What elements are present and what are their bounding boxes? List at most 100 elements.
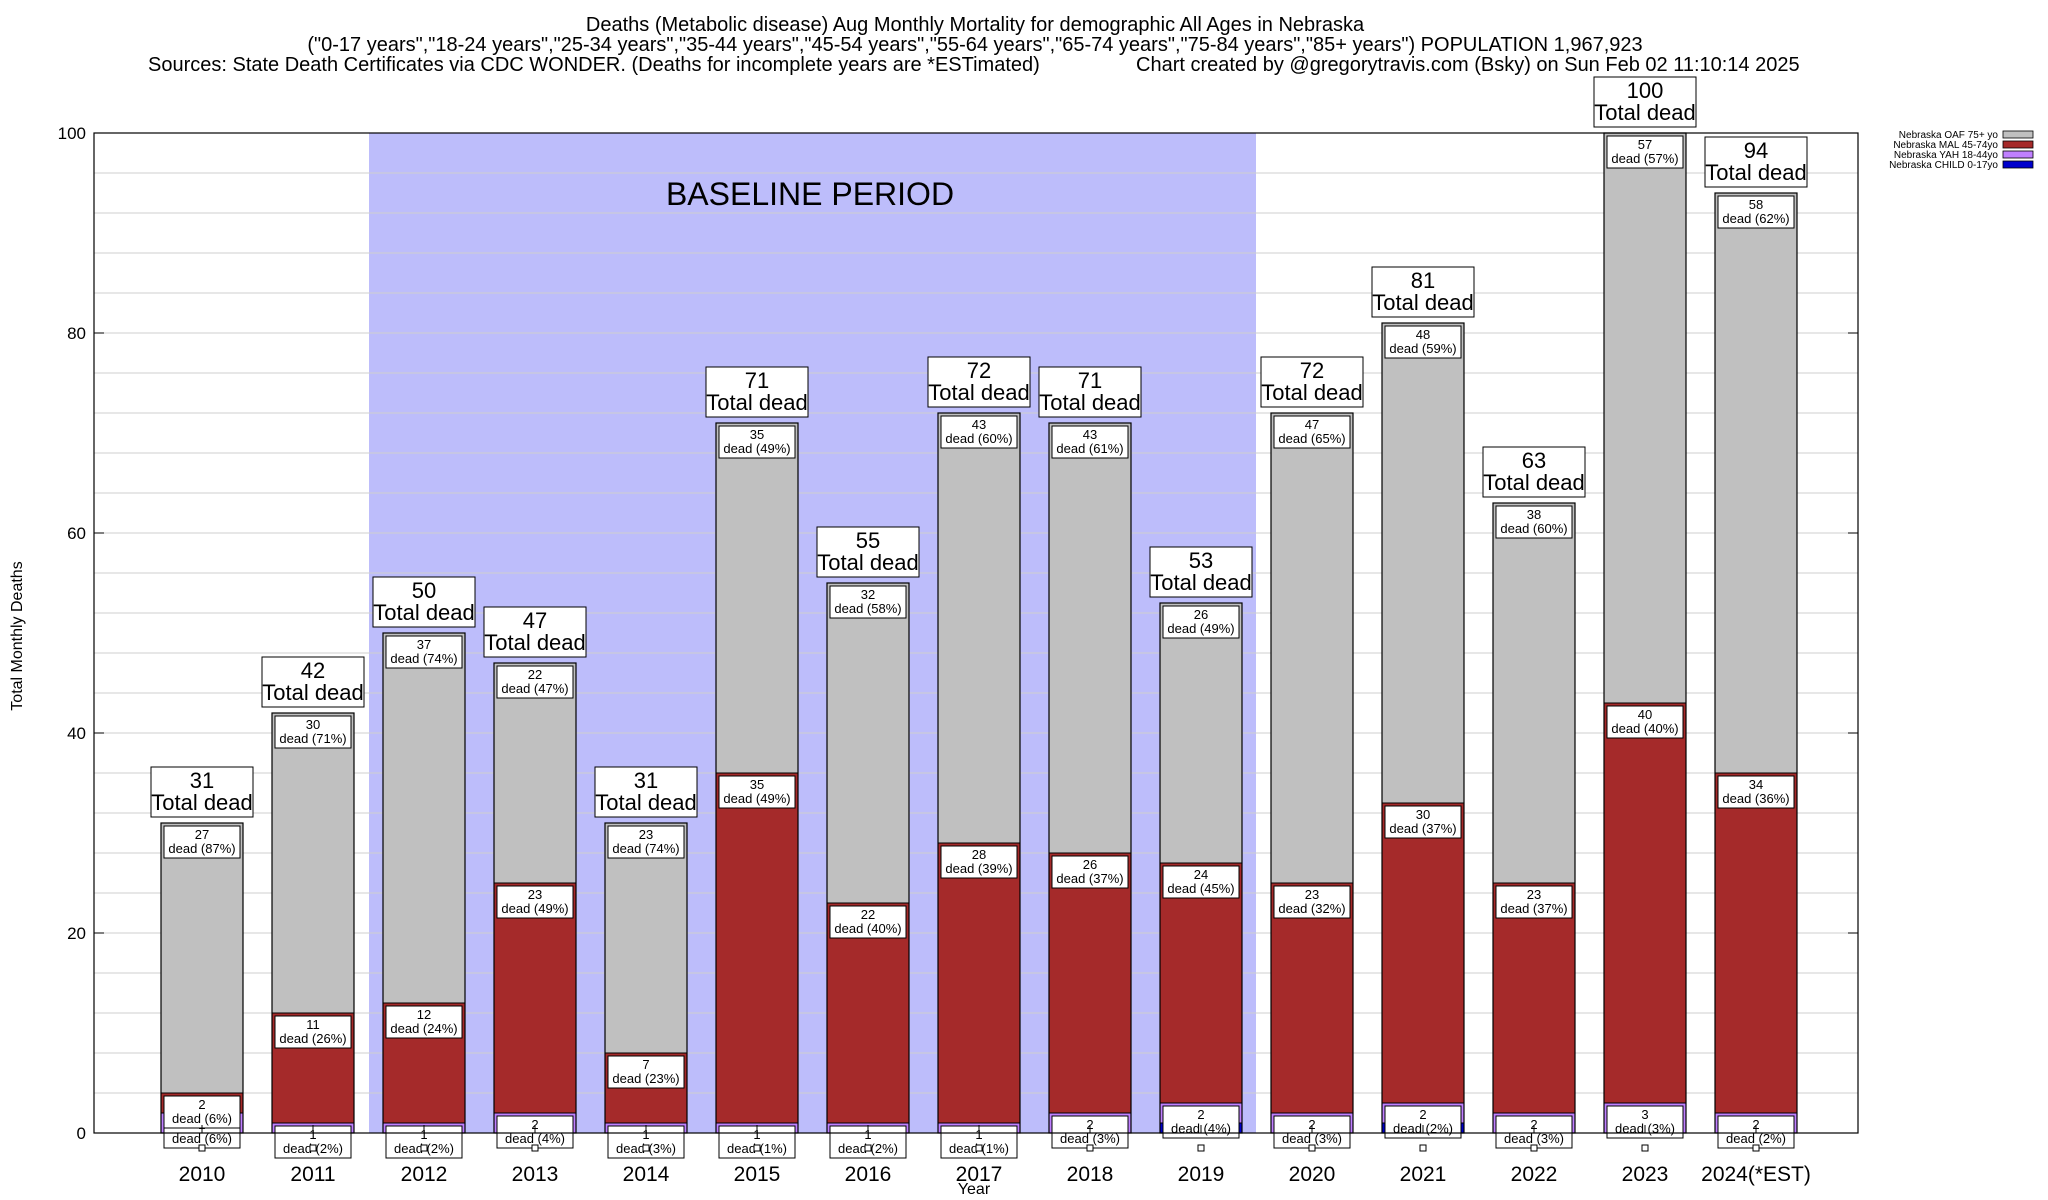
- segment-label-box: [1051, 425, 1129, 459]
- segment-label-count: 2: [1419, 1107, 1426, 1122]
- segment-label-box: [274, 715, 352, 749]
- segment-label-percent: dead (3%): [1060, 1131, 1120, 1146]
- bar-segment-mal: [937, 842, 1021, 1124]
- total-label-text: Total dead: [595, 790, 697, 815]
- bar-segment-mal: [1603, 702, 1687, 1104]
- segment-label-box: [1162, 605, 1240, 639]
- x-tick-label: 2024(*EST): [1701, 1163, 1811, 1186]
- segment-label-box: [1384, 325, 1462, 359]
- y-axis-label: Total Monthly Deaths: [9, 561, 26, 710]
- total-label-box: [1593, 76, 1697, 128]
- segment-label-percent: dead (49%): [501, 901, 568, 916]
- total-label-text: Total dead: [262, 680, 364, 705]
- x-tick-label: 2011: [290, 1163, 335, 1186]
- segment-label-count: 23: [528, 887, 542, 902]
- segment-label-box: [385, 635, 463, 669]
- axis-layer: 0 20 40 60 80 100 2010 2011 2012 2013 2014 2015 2016…: [58, 124, 1859, 1186]
- segment-label-count: 2: [1752, 1117, 1759, 1132]
- segment-label-count: 27: [195, 827, 209, 842]
- segment-label-count: 24: [1194, 867, 1208, 882]
- total-label-box: [372, 576, 476, 628]
- segment-label-box: [1162, 865, 1240, 899]
- segment-label-box: [718, 775, 796, 809]
- segment-label-count: 7: [642, 1057, 649, 1072]
- bar-marker: [309, 1144, 317, 1152]
- total-label-text: Total dead: [1150, 570, 1252, 595]
- segment-label-count: 38: [1527, 507, 1541, 522]
- legend-entry-label: Nebraska YAH 18-44yo: [1894, 150, 1999, 161]
- segment-label-percent: dead (23%): [612, 1071, 679, 1086]
- segment-label-box: [1273, 415, 1351, 449]
- bars-layer: [160, 132, 1798, 1134]
- total-label-text: Total dead: [1705, 160, 1807, 185]
- bar-segment-mal: [1048, 852, 1132, 1114]
- total-label-count: 53: [1189, 548, 1213, 573]
- total-label-count: 63: [1522, 448, 1546, 473]
- bar-marker: [1419, 1144, 1427, 1152]
- segment-label-count: 58: [1749, 197, 1763, 212]
- segment-label-box: [940, 415, 1018, 449]
- segment-label-percent: dead (49%): [723, 441, 790, 456]
- legend-swatch-child: [2002, 160, 2034, 169]
- total-label-count: 55: [856, 528, 880, 553]
- segment-label-percent: dead (24%): [390, 1021, 457, 1036]
- segment-label-percent: dead (62%): [1722, 211, 1789, 226]
- segment-label-percent: dead (61%): [1056, 441, 1123, 456]
- bar-marker: [531, 1144, 539, 1152]
- plot-frame: [93, 132, 1859, 1134]
- total-label-box: [927, 356, 1031, 408]
- y-tick-label: 60: [67, 524, 86, 543]
- segment-label-count: 1: [309, 1127, 316, 1142]
- segment-label-count: 12: [417, 1007, 431, 1022]
- segment-label-percent: dead (39%): [945, 861, 1012, 876]
- chart-title-credit: Chart created by @gregorytravis.com (Bsk…: [1136, 54, 1800, 76]
- segment-label-count: 2: [1197, 1107, 1204, 1122]
- total-label-count: 31: [634, 768, 658, 793]
- bar-marker: [198, 1144, 206, 1152]
- bar-segment-oaf: [160, 822, 244, 1094]
- total-label-text: Total dead: [151, 790, 253, 815]
- total-label-text: Total dead: [1483, 470, 1585, 495]
- segment-label-percent: dead (6%): [172, 1131, 232, 1146]
- total-label-text: Total dead: [1261, 380, 1363, 405]
- segment-label-box: [1717, 195, 1795, 229]
- total-label-box: [1482, 446, 1586, 498]
- x-tick-label: 2017: [956, 1163, 1003, 1186]
- segment-label-percent: dead (58%): [834, 601, 901, 616]
- segment-label-box: [1495, 505, 1573, 539]
- segment-label-box: [1273, 1115, 1351, 1149]
- bar-segment-oaf: [937, 412, 1021, 844]
- total-label-box: [261, 656, 365, 708]
- bar-segment-mal: [1381, 802, 1465, 1104]
- segment-label-percent: dead (87%): [168, 841, 235, 856]
- segment-label-box: [718, 425, 796, 459]
- bar-segment-mal: [826, 902, 910, 1124]
- segment-label-count: 22: [528, 667, 542, 682]
- segment-label-count: 43: [972, 417, 986, 432]
- segment-label-box: [1606, 135, 1684, 169]
- x-axis-label: Year: [958, 1181, 991, 1198]
- segment-label-box: [1606, 705, 1684, 739]
- legend-entry-label: Nebraska MAL 45-74yo: [1893, 140, 1998, 151]
- bar-marker: [1530, 1144, 1538, 1152]
